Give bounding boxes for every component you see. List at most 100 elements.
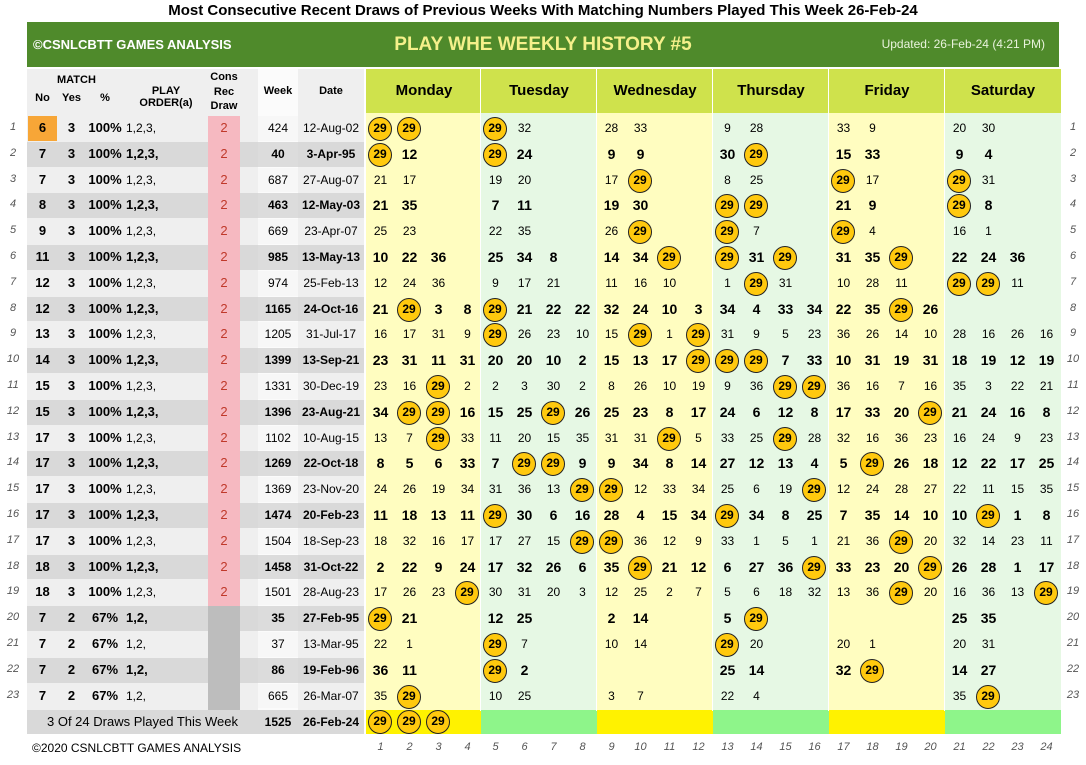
drawn-number: 25 [517, 688, 532, 703]
drawn-number: 31 [517, 585, 532, 600]
drawn-number-match: 29 [686, 323, 710, 348]
drawn-number: 10 [951, 507, 968, 523]
drawn-number: 35 [401, 197, 418, 214]
drawn-number: 35 [952, 379, 967, 393]
week-number: 687 [258, 167, 298, 193]
drawn-number: 17 [690, 403, 707, 420]
match-count: 7 [38, 687, 47, 703]
drawn-number: 26 [865, 327, 880, 342]
drawn-number: 32 [402, 533, 417, 548]
drawn-number: 35 [575, 430, 590, 445]
drawn-number: 35 [373, 688, 388, 703]
drawn-number-match: 29 [831, 168, 855, 193]
drawn-number: 5 [723, 610, 732, 627]
drawn-number: 31 [778, 275, 793, 290]
drawn-number: 13 [373, 430, 388, 445]
draw-date: 27-Feb-95 [302, 611, 360, 626]
table-row [27, 193, 364, 219]
play-order: 1,2,3, [126, 558, 159, 574]
match-count: 13 [35, 326, 50, 342]
day-separator [365, 69, 366, 711]
drawn-number: 34 [372, 403, 389, 420]
drawn-number: 22 [401, 249, 418, 265]
drawn-number: 24 [459, 558, 476, 575]
drawn-number: 26 [517, 327, 532, 342]
drawn-number: 9 [695, 533, 702, 548]
row-index-right: 22 [1066, 662, 1080, 675]
drawn-number: 22 [545, 300, 562, 317]
match-yes: 3 [67, 403, 76, 419]
drawn-number: 5 [724, 585, 731, 600]
drawn-number: 6 [434, 455, 443, 472]
drawn-number: 21 [661, 558, 678, 575]
drawn-number: 7 [695, 585, 702, 600]
drawn-number: 24 [981, 430, 996, 445]
drawn-number-match: 29 [773, 426, 797, 451]
drawn-number: 27 [980, 661, 997, 678]
header-pct: % [100, 92, 110, 104]
match-yes: 3 [67, 197, 76, 213]
drawn-number: 16 [1039, 327, 1054, 342]
drawn-number: 16 [459, 403, 476, 420]
drawn-number: 12 [401, 145, 418, 162]
drawn-number-match: 29 [715, 220, 739, 245]
drawn-number: 34 [632, 249, 649, 265]
drawn-number: 12 [662, 533, 677, 548]
drawn-number: 13 [546, 482, 561, 497]
drawn-number-match: 29 [976, 684, 1000, 709]
drawn-number: 32 [836, 430, 851, 445]
drawn-number: 1 [869, 637, 876, 651]
drawn-number: 31 [633, 430, 648, 445]
column-index: 24 [1040, 741, 1053, 753]
week-number: 1458 [258, 554, 298, 580]
drawn-number-match: 29 [686, 349, 710, 374]
match-yes: 2 [67, 687, 76, 703]
drawn-number-match: 29 [889, 529, 913, 554]
drawn-number: 4 [869, 224, 876, 239]
drawn-number: 18 [778, 585, 793, 600]
week-number: 1369 [258, 477, 298, 502]
current-week-date: 26-Feb-24 [302, 715, 360, 730]
drawn-number: 32 [807, 585, 822, 600]
week-number: 1102 [258, 425, 298, 451]
drawn-number: 33 [806, 352, 823, 369]
drawn-number: 14 [981, 533, 996, 548]
draw-date: 12-Aug-02 [302, 121, 360, 135]
row-index-right: 9 [1069, 327, 1077, 340]
drawn-number: 33 [633, 121, 648, 135]
drawn-number: 13 [777, 455, 794, 472]
drawn-number: 26 [893, 455, 910, 472]
drawn-number: 20 [749, 637, 764, 651]
drawn-number: 12 [633, 482, 648, 497]
match-pct: 100% [88, 429, 122, 445]
drawn-number-match: 29 [715, 194, 739, 219]
drawn-number: 21 [546, 275, 561, 290]
drawn-number: 3 [434, 300, 443, 317]
drawn-number-match: 29 [397, 400, 421, 425]
drawn-number: 25 [373, 224, 388, 239]
match-yes: 3 [67, 507, 76, 522]
draw-date: 10-Aug-15 [302, 430, 360, 445]
drawn-number: 12 [690, 558, 707, 575]
drawn-number: 14 [894, 327, 909, 342]
week-number: 37 [258, 632, 298, 657]
drawn-number: 31 [835, 249, 852, 265]
drawn-number: 23 [372, 352, 389, 369]
drawn-number: 7 [637, 688, 644, 703]
cons-rec-draw: 2 [208, 503, 240, 530]
draw-date: 3-Apr-95 [306, 146, 356, 161]
cons-rec-draw [208, 606, 240, 633]
header-play-order: PLAY ORDER(a) [139, 85, 193, 109]
table-row [27, 116, 364, 141]
match-pct: 67% [91, 610, 119, 626]
draw-date: 25-Feb-13 [303, 275, 359, 290]
row-index-right: 19 [1066, 585, 1080, 598]
drawn-number: 2 [666, 585, 673, 600]
drawn-number: 15 [487, 403, 504, 420]
week-number: 35 [258, 606, 298, 631]
drawn-number-match: 29 [368, 607, 392, 632]
drawn-number: 33 [864, 145, 881, 162]
drawn-number: 10 [662, 379, 677, 393]
draw-date: 30-Dec-19 [302, 379, 360, 393]
week-number: 665 [258, 683, 298, 709]
